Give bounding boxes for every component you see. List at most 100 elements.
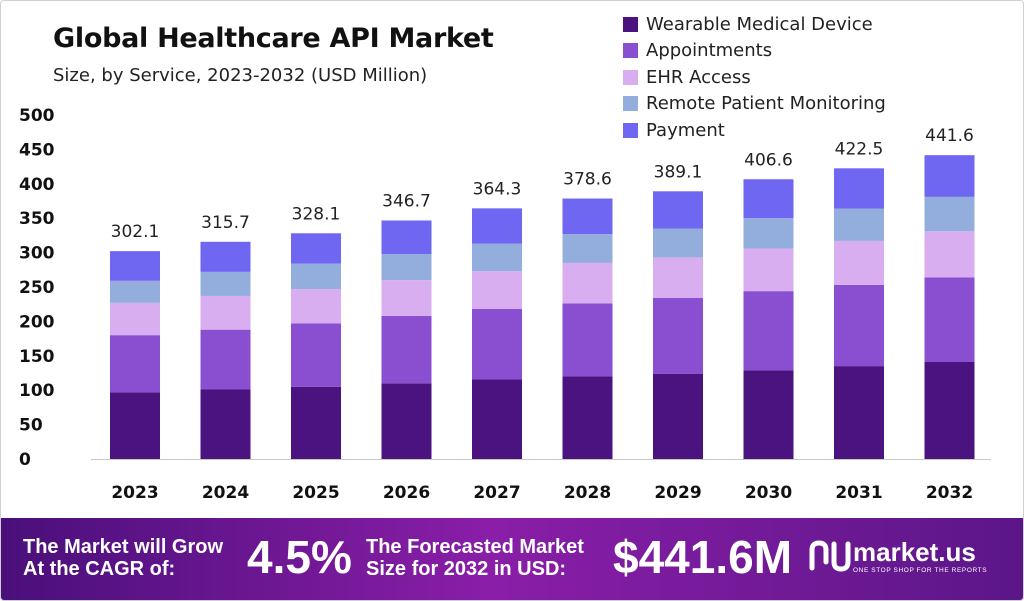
bar-total-label: 315.7	[201, 213, 250, 233]
legend-label-appointments: Appointments	[646, 40, 773, 62]
bar-segment-appointments-2025	[291, 323, 341, 387]
bar-segment-payment-2024	[200, 241, 251, 272]
x-tick-label: 2030	[745, 483, 792, 503]
bar-total-label: 378.6	[563, 170, 612, 190]
brand-logo-icon	[809, 540, 851, 572]
bar-total-label: 389.1	[654, 162, 703, 182]
legend-label-ehr: EHR Access	[646, 66, 751, 88]
bar-segment-wearable-2025	[291, 386, 341, 459]
bar-segment-ehr-2025	[291, 289, 341, 324]
bar-segment-ehr-2029	[653, 257, 703, 299]
y-tick-label: 100	[19, 381, 55, 401]
bar-segment-appointments-2028	[562, 303, 613, 377]
bar-total-label: 302.1	[111, 222, 160, 242]
bar-segment-wearable-2031	[834, 366, 884, 459]
bar-segment-ehr-2030	[743, 248, 794, 292]
y-tick-label: 300	[19, 244, 55, 264]
bar-segment-remote-2031	[834, 208, 884, 241]
legend-label-payment: Payment	[646, 119, 725, 141]
bar-segment-remote-2024	[200, 271, 251, 296]
legend-item-remote: Remote Patient Monitoring	[623, 91, 886, 118]
bar-segment-ehr-2032	[924, 231, 975, 278]
bar-total-label: 328.1	[292, 204, 341, 224]
forecast-label-line1: The Forecasted Market	[366, 536, 584, 558]
bar-segment-payment-2030	[743, 179, 794, 219]
bar-segment-remote-2032	[924, 196, 975, 232]
y-tick-label: 350	[19, 209, 55, 229]
bar-segment-appointments-2023	[110, 335, 160, 393]
bar-segment-wearable-2024	[200, 389, 251, 459]
x-tick-label: 2025	[292, 483, 339, 503]
bar-total-label: 422.5	[835, 139, 884, 159]
x-tick-label: 2026	[383, 483, 430, 503]
bar-segment-wearable-2029	[653, 373, 703, 459]
forecast-label: The Forecasted Market Size for 2032 in U…	[366, 536, 584, 581]
bar-segment-remote-2030	[743, 218, 794, 249]
bar-segment-remote-2023	[110, 280, 160, 303]
bar-segment-payment-2026	[381, 220, 432, 254]
legend-label-remote: Remote Patient Monitoring	[646, 93, 886, 115]
x-tick-label: 2032	[926, 483, 973, 503]
bar-segment-appointments-2032	[924, 277, 975, 362]
cagr-label: The Market will Grow At the CAGR of:	[23, 536, 223, 581]
forecast-label-line2: Size for 2032 in USD:	[366, 558, 567, 581]
y-tick-label: 200	[19, 312, 55, 332]
cagr-value: 4.5%	[247, 531, 352, 583]
forecast-value: $441.6M	[613, 531, 793, 583]
bar-segment-payment-2023	[110, 251, 160, 281]
y-tick-label: 500	[19, 106, 55, 126]
legend: Wearable Medical Device Appointments EHR…	[623, 11, 886, 144]
brand-logo: market.us ONE STOP SHOP FOR THE REPORTS	[809, 538, 987, 574]
bar-total-label: 364.3	[473, 179, 522, 199]
legend-swatch-appointments	[623, 43, 638, 59]
bar-segment-ehr-2028	[562, 262, 613, 304]
bar-segment-payment-2028	[562, 198, 613, 235]
y-tick-label: 250	[19, 278, 55, 298]
bar-segment-ehr-2026	[381, 280, 432, 316]
bar-segment-payment-2027	[472, 208, 522, 244]
bar-segment-payment-2029	[653, 191, 703, 229]
legend-item-payment: Payment	[623, 117, 886, 144]
bar-segment-ehr-2023	[110, 302, 160, 336]
bar-total-label: 346.7	[382, 191, 431, 211]
chart-title: Global Healthcare API Market	[53, 23, 494, 54]
y-tick-label: 50	[19, 416, 43, 436]
bar-segment-wearable-2030	[743, 370, 794, 459]
bar-segment-remote-2029	[653, 228, 703, 258]
legend-swatch-ehr	[623, 69, 638, 85]
bar-segment-wearable-2027	[472, 379, 522, 459]
summary-banner: The Market will Grow At the CAGR of: 4.5…	[1, 518, 1023, 600]
bar-segment-payment-2031	[834, 168, 884, 209]
legend-label-wearable: Wearable Medical Device	[646, 13, 873, 35]
bar-segment-ehr-2024	[200, 295, 251, 330]
bar-segment-remote-2025	[291, 263, 341, 290]
bar-segment-appointments-2029	[653, 298, 703, 374]
bar-segment-remote-2027	[472, 243, 522, 272]
x-tick-label: 2028	[564, 483, 611, 503]
y-tick-label: 450	[19, 140, 55, 160]
bar-segment-wearable-2023	[110, 392, 160, 459]
bar-segment-remote-2028	[562, 234, 613, 263]
bar-segment-wearable-2032	[924, 361, 975, 459]
legend-item-appointments: Appointments	[623, 38, 886, 65]
x-tick-label: 2023	[111, 483, 158, 503]
brand-name: market.us	[853, 537, 976, 567]
y-tick-label: 150	[19, 347, 55, 367]
bar-segment-wearable-2028	[562, 376, 613, 459]
bar-segment-appointments-2026	[381, 315, 432, 384]
bar-segment-payment-2025	[291, 233, 341, 264]
bar-segment-appointments-2030	[743, 291, 794, 371]
legend-swatch-remote	[623, 96, 638, 112]
x-tick-label: 2029	[654, 483, 701, 503]
y-tick-label: 400	[19, 175, 55, 195]
legend-item-ehr: EHR Access	[623, 64, 886, 91]
bar-segment-appointments-2027	[472, 309, 522, 380]
cagr-label-line2: At the CAGR of:	[23, 558, 176, 581]
x-tick-label: 2024	[202, 483, 249, 503]
y-tick-label: 0	[19, 450, 31, 470]
chart-subtitle: Size, by Service, 2023-2032 (USD Million…	[53, 65, 428, 86]
brand-tagline: ONE STOP SHOP FOR THE REPORTS	[853, 567, 988, 574]
bar-segment-wearable-2026	[381, 383, 432, 459]
cagr-label-line1: The Market will Grow	[23, 536, 224, 558]
